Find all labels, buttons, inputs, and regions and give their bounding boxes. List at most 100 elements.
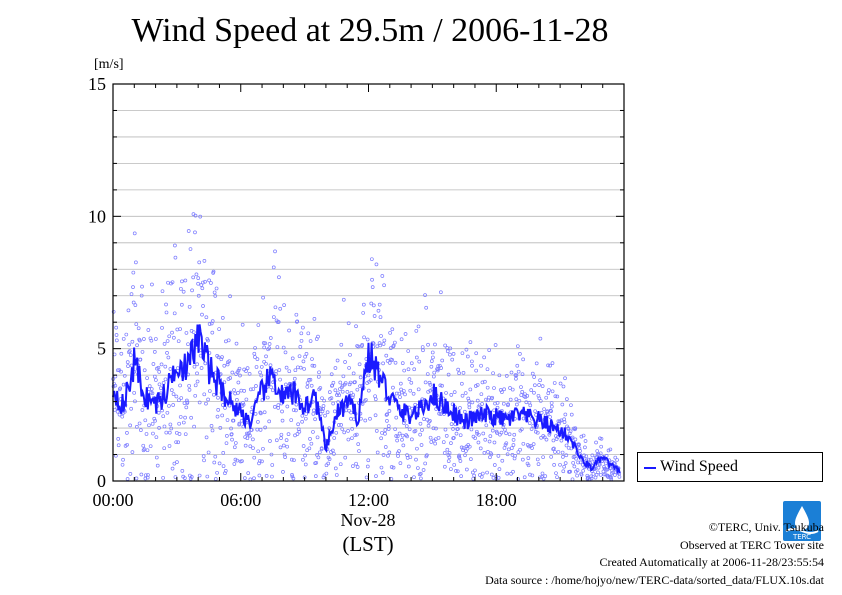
scatter-point xyxy=(167,444,172,448)
scatter-point xyxy=(384,413,389,417)
scatter-point xyxy=(280,409,284,414)
scatter-point xyxy=(209,423,214,428)
scatter-point xyxy=(589,457,593,462)
scatter-point xyxy=(444,434,449,438)
scatter-point xyxy=(237,421,242,426)
scatter-point xyxy=(519,385,523,389)
scatter-point xyxy=(516,450,521,454)
scatter-point xyxy=(126,350,131,355)
scatter-point xyxy=(192,424,196,429)
scatter-point xyxy=(380,430,384,435)
scatter-point xyxy=(379,465,384,470)
scatter-point xyxy=(252,351,257,356)
scatter-point xyxy=(147,384,152,388)
scatter-point xyxy=(482,451,487,455)
scatter-point xyxy=(472,473,476,478)
scatter-point xyxy=(295,365,300,370)
scatter-point xyxy=(197,473,202,478)
scatter-point xyxy=(531,442,536,446)
scatter-point xyxy=(310,363,315,368)
scatter-point xyxy=(345,389,350,394)
scatter-point xyxy=(196,276,201,280)
scatter-point xyxy=(183,415,187,420)
scatter-point xyxy=(430,350,435,355)
scatter-point xyxy=(368,378,373,383)
scatter-point xyxy=(212,290,217,295)
scatter-point xyxy=(595,449,600,453)
scatter-point xyxy=(126,308,131,313)
scatter-point xyxy=(544,437,549,442)
scatter-point xyxy=(184,331,189,335)
x-date-label: Nov-28 xyxy=(341,510,396,530)
scatter-point xyxy=(150,282,154,287)
scatter-point xyxy=(333,466,338,471)
scatter-point xyxy=(575,468,580,472)
scatter-point xyxy=(351,393,356,397)
scatter-point xyxy=(169,388,174,393)
scatter-point xyxy=(186,342,190,347)
scatter-point xyxy=(473,468,477,473)
scatter-point xyxy=(151,362,156,366)
scatter-point xyxy=(541,455,545,460)
scatter-point xyxy=(400,361,405,365)
scatter-point xyxy=(213,454,218,459)
scatter-point xyxy=(140,284,144,289)
scatter-point xyxy=(357,362,362,367)
scatter-point xyxy=(533,409,538,414)
scatter-point xyxy=(393,340,397,345)
scatter-point xyxy=(173,255,178,260)
scatter-point xyxy=(432,370,437,375)
scatter-point xyxy=(564,453,569,458)
scatter-point xyxy=(542,435,547,440)
scatter-point xyxy=(549,454,554,459)
scatter-point xyxy=(153,337,158,341)
scatter-point xyxy=(414,355,419,360)
scatter-point xyxy=(409,361,414,366)
scatter-point xyxy=(308,339,313,343)
scatter-point xyxy=(228,294,232,299)
scatter-point xyxy=(163,364,168,369)
scatter-point xyxy=(545,412,550,416)
scatter-point xyxy=(167,430,172,435)
scatter-point xyxy=(127,349,132,354)
scatter-point xyxy=(274,438,279,443)
scatter-point xyxy=(318,450,322,455)
scatter-point xyxy=(490,428,495,433)
scatter-point xyxy=(532,375,536,379)
scatter-point xyxy=(396,454,400,458)
scatter-point xyxy=(398,381,403,386)
scatter-point xyxy=(485,385,490,390)
scatter-point xyxy=(431,374,436,379)
scatter-point xyxy=(473,436,477,441)
scatter-point xyxy=(249,428,254,432)
scatter-point xyxy=(439,366,444,370)
scatter-point xyxy=(438,412,443,416)
scatter-point xyxy=(474,429,479,434)
scatter-point xyxy=(223,469,228,473)
scatter-point xyxy=(336,400,341,404)
scatter-point xyxy=(125,360,130,365)
scatter-point xyxy=(544,395,549,400)
scatter-point xyxy=(421,468,426,472)
scatter-point xyxy=(333,388,338,393)
scatter-point xyxy=(273,249,277,254)
scatter-point xyxy=(553,394,558,399)
scatter-point xyxy=(349,410,353,415)
scatter-point xyxy=(487,439,492,444)
scatter-point xyxy=(233,441,238,445)
scatter-point xyxy=(501,401,506,406)
scatter-point xyxy=(296,422,300,427)
scatter-point xyxy=(401,443,406,448)
scatter-point xyxy=(151,431,155,436)
scatter-point xyxy=(118,386,123,391)
scatter-point xyxy=(512,432,517,437)
scatter-point xyxy=(264,354,268,359)
scatter-point xyxy=(282,303,286,307)
scatter-point xyxy=(374,474,378,478)
scatter-point xyxy=(204,401,208,406)
mean-line xyxy=(112,324,621,474)
scatter-point xyxy=(370,285,375,289)
scatter-point xyxy=(125,431,129,435)
scatter-point xyxy=(445,447,450,452)
scatter-point xyxy=(165,410,170,415)
